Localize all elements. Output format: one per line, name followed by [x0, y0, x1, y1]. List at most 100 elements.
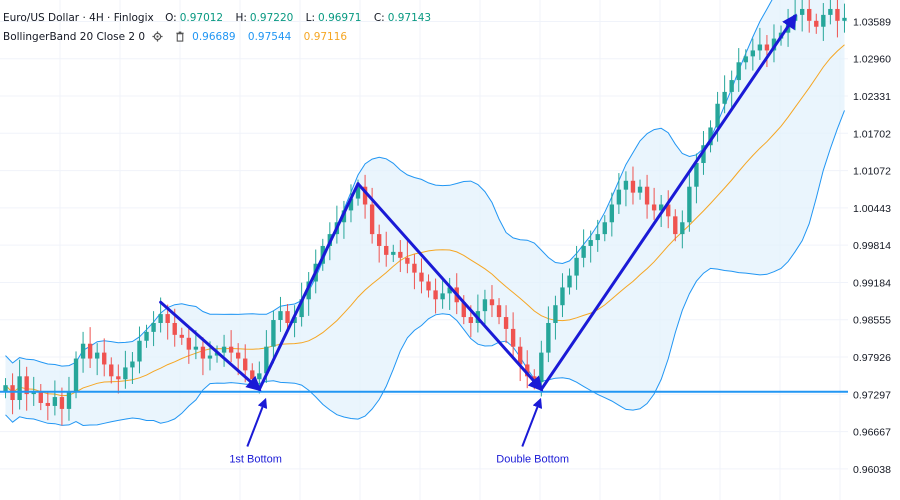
candle-body — [80, 343, 86, 359]
candle — [595, 219, 600, 252]
price-tick-label: 0.98555 — [853, 315, 891, 327]
candle-body — [306, 281, 311, 300]
candle — [116, 364, 121, 394]
candle-body — [243, 358, 248, 371]
candle-body — [722, 91, 727, 104]
gear-icon[interactable] — [152, 31, 163, 45]
pattern-arrow-segment — [159, 300, 262, 392]
candle — [637, 179, 643, 200]
candle-body — [426, 281, 431, 291]
trash-icon[interactable] — [175, 31, 185, 45]
candle-body — [666, 204, 671, 217]
candle — [59, 387, 65, 426]
candle — [687, 170, 692, 232]
candle — [729, 70, 734, 109]
candle — [630, 166, 636, 205]
candle-body — [729, 80, 734, 92]
candle-body — [567, 275, 572, 288]
candle — [440, 276, 445, 309]
candle — [144, 324, 149, 348]
symbol-title[interactable]: Euro/US Dollar · 4H · Finlogix — [3, 12, 154, 24]
price-tick-label: 1.00443 — [853, 203, 891, 215]
open-label: O: — [165, 12, 177, 24]
candle — [398, 240, 403, 273]
candle — [673, 209, 678, 242]
price-tick-label: 0.99184 — [853, 277, 891, 289]
candle-body — [489, 299, 495, 306]
candle — [271, 310, 276, 364]
candle — [807, 0, 812, 33]
candle — [278, 296, 283, 332]
candle-body — [750, 50, 756, 57]
candle-body — [87, 343, 93, 359]
candle — [426, 274, 431, 298]
candle — [546, 306, 551, 363]
price-axis[interactable]: 1.03589 1.02960 1.02331 1.01702 1.01072 1.004… — [853, 16, 891, 475]
bollinger-band-fill — [5, 0, 845, 426]
candle-body — [807, 8, 812, 21]
candle-body — [369, 204, 375, 235]
candle — [588, 230, 593, 263]
candle — [722, 75, 727, 114]
candle — [94, 343, 100, 376]
candle-body — [165, 314, 170, 323]
candle-body — [200, 346, 206, 359]
candle — [842, 3, 847, 33]
indicator-label[interactable]: BollingerBand 20 Close 2 0 — [3, 31, 146, 43]
candle-body — [38, 391, 43, 403]
candle-body — [764, 44, 770, 51]
indicator-upper-value: 0.97544 — [247, 31, 292, 43]
candle-body — [517, 346, 523, 365]
candle — [405, 241, 410, 274]
candle — [828, 0, 833, 25]
candle-body — [637, 186, 643, 193]
candle-body — [419, 272, 424, 282]
annotation-arrow — [521, 397, 543, 447]
bollinger-lower-line — [5, 110, 845, 427]
candle-body — [151, 322, 156, 332]
candle — [391, 244, 396, 262]
candle-body — [221, 346, 227, 353]
candle-body — [299, 299, 304, 318]
candle-body — [658, 204, 664, 211]
candle — [743, 49, 748, 70]
candle — [525, 350, 530, 389]
annotation-label: Double Bottom — [496, 454, 569, 466]
candle — [736, 48, 741, 92]
candle — [45, 391, 51, 421]
low-value: 0.96971 — [318, 12, 362, 24]
indicator-legend: BollingerBand 20 Close 2 0 0.96689 0.975… — [3, 31, 356, 45]
candle-body — [257, 373, 262, 380]
price-tick-label: 0.97926 — [853, 352, 891, 364]
candle — [821, 3, 826, 41]
candle-body — [186, 337, 192, 350]
candle — [510, 312, 516, 357]
candle-body — [73, 358, 79, 392]
candle — [123, 350, 128, 389]
candle-body — [271, 320, 276, 347]
price-tick-label: 1.02331 — [853, 91, 891, 103]
candle-body — [757, 44, 763, 51]
candle-body — [376, 234, 382, 246]
pattern-arrow-segment — [539, 13, 797, 391]
candle — [66, 376, 72, 421]
candle — [680, 210, 685, 249]
candle — [80, 331, 86, 373]
candle-body — [539, 352, 544, 383]
candle — [581, 229, 586, 268]
close-value: 0.97143 — [387, 12, 432, 24]
candle-body — [581, 245, 586, 258]
candle-body — [102, 352, 107, 365]
candle-body — [292, 317, 297, 323]
candle — [560, 273, 565, 318]
candle-body — [510, 328, 516, 347]
candle-body — [708, 127, 713, 146]
annotation-arrow — [246, 397, 268, 447]
candle — [482, 289, 488, 328]
pattern-arrow-segment — [257, 182, 360, 391]
candle-body — [623, 180, 629, 190]
candle-body — [59, 397, 65, 409]
candle-body — [264, 346, 269, 374]
candle-body — [525, 364, 530, 377]
